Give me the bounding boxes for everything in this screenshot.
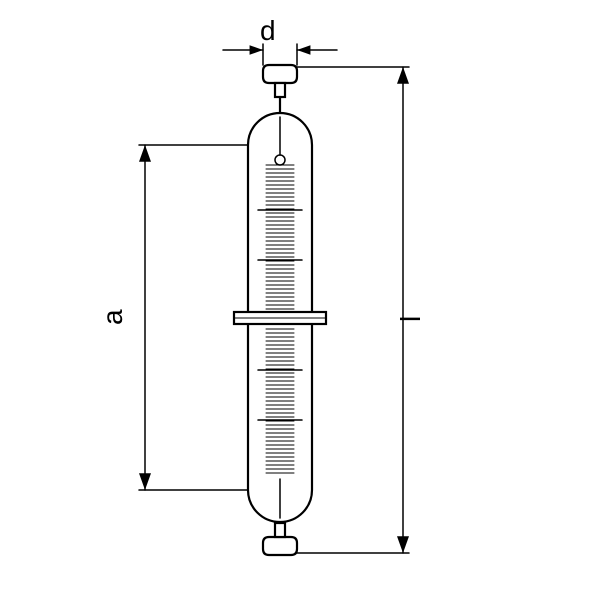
dim-label-d: d (260, 15, 276, 46)
dim-label-a: a (97, 309, 128, 325)
technical-diagram: d a l (0, 0, 600, 600)
dim-label-l: l (395, 316, 426, 322)
